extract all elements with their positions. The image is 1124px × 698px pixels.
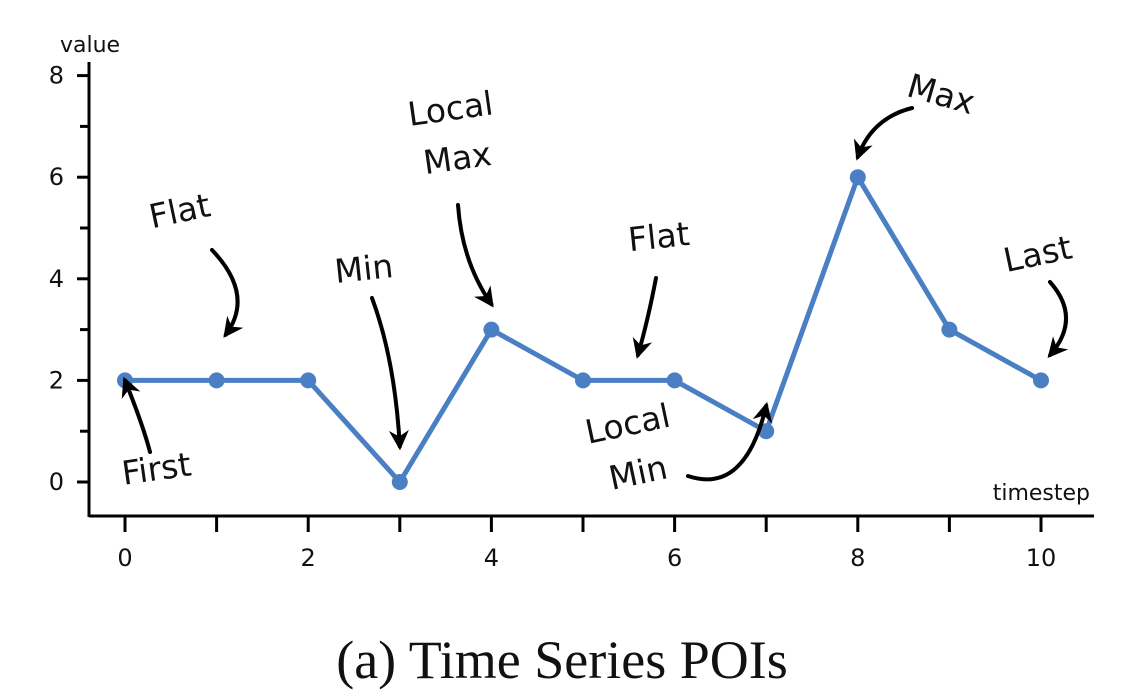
annotation-label: LocalMax [405,83,502,183]
y-tick-label: 8 [49,62,64,90]
data-point [941,321,958,338]
annotation-label-line: Local [405,83,495,134]
y-tick-label: 6 [49,163,64,191]
y-tick-label: 2 [49,366,64,394]
annotation-flat-2: Flat [626,214,691,359]
data-point [208,372,225,389]
annotation-label-line: Flat [146,185,214,236]
data-point [483,321,500,338]
annotation-local-min: LocalMin [582,396,773,501]
x-tick-label: 8 [850,544,865,572]
annotation-label-line: Local [582,396,674,452]
annotation-label: Flat [146,185,214,236]
y-axis-label: value [60,33,120,58]
annotation-label-line: Min [605,447,670,497]
x-tick-label: 2 [301,544,316,572]
data-point [575,372,591,389]
data-point [391,474,408,490]
annotation-flat-1: Flat [146,185,244,338]
annotation-label-line: Max [903,66,979,122]
annotation-label: LocalMin [582,396,684,501]
figure-caption: (a) Time Series POIs [336,630,788,690]
annotation-last: Last [1000,228,1075,359]
data-point [666,372,683,389]
annotation-arrow [853,106,914,161]
annotation-label-line: First [119,444,193,492]
annotation-label-line: Last [1000,228,1075,280]
annotation-label: First [119,444,193,492]
y-tick-label: 4 [49,265,64,293]
annotation-label-line: Flat [626,214,691,259]
data-point [849,169,866,186]
data-point [1033,372,1049,389]
annotation-first: First [119,376,194,493]
annotation-label: Max [903,66,979,122]
annotation-arrow [456,203,494,308]
annotation-label: Last [1000,228,1075,280]
series-line-group [117,169,1049,490]
annotation-local-max: LocalMax [405,83,502,308]
annotation-arrow [210,248,244,338]
annotation-label: Flat [626,214,691,259]
annotation-label-line: Max [421,134,494,182]
annotation-arrow [1047,280,1069,359]
y-ticks: 0 2 4 6 8 [49,62,89,496]
x-tick-label: 6 [667,544,682,572]
x-tick-label: 4 [484,544,499,572]
annotation-arrow [632,276,658,359]
x-tick-label: 0 [117,544,132,572]
annotation-label-line: Min [333,246,395,291]
x-tick-label: 10 [1026,544,1057,572]
data-point [300,372,317,389]
data-point [758,423,775,440]
y-axis: 0 2 4 6 8 value [49,33,120,517]
annotation-min: Min [333,246,409,451]
annotation-max: Max [853,66,979,161]
y-tick-label: 0 [49,468,64,496]
annotation-arrow [121,376,152,454]
annotation-label: Min [333,246,395,291]
x-axis-label: timestep [993,481,1090,506]
x-axis: 0 2 4 6 8 10 timestep [89,481,1094,572]
annotation-arrow [686,401,773,482]
x-ticks: 0 2 4 6 8 10 [117,516,1056,572]
series-line [122,174,1044,485]
annotation-arrow [370,296,409,451]
